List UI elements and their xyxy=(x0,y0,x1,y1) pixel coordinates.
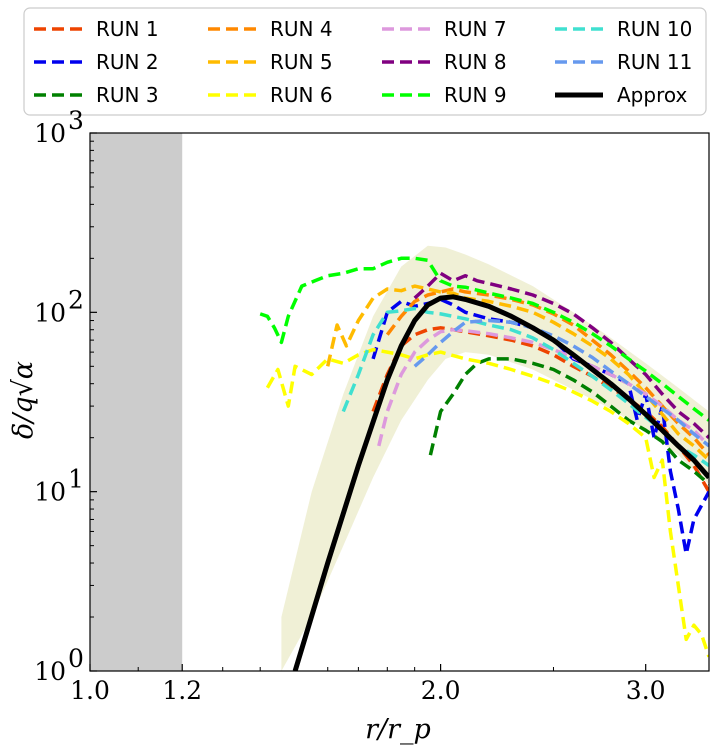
x-tick-label: 3.0 xyxy=(626,676,666,705)
legend-label-run-5: RUN 5 xyxy=(270,50,333,74)
legend: RUN 1 RUN 2 RUN 3 RUN 4 RUN 5 RUN 6 RUN 7 RUN 8… xyxy=(23,7,707,116)
x-tick-label: 1.0 xyxy=(70,676,110,705)
y-axis-label: δ/q√α xyxy=(8,361,39,439)
legend-label-run-1: RUN 1 xyxy=(96,17,159,41)
y-tick-label: 10 xyxy=(34,119,66,148)
x-axis-label: r/r_p xyxy=(365,714,431,745)
series-line-run-6 xyxy=(265,347,709,658)
plot-area xyxy=(90,133,709,671)
y-tick-exponent: 1 xyxy=(68,465,84,494)
legend-label-run-9: RUN 9 xyxy=(444,83,507,107)
legend-label-run-7: RUN 7 xyxy=(444,17,507,41)
series-line-run-8 xyxy=(413,271,709,439)
series-line-run-7 xyxy=(377,327,709,448)
plot-frame xyxy=(89,132,710,672)
legend-label-run-4: RUN 4 xyxy=(270,17,333,41)
legend-label-run-6: RUN 6 xyxy=(270,83,333,107)
shaded-region xyxy=(90,133,183,671)
y-tick-exponent: 2 xyxy=(68,285,84,314)
series-line-run-5 xyxy=(325,284,709,462)
y-tick-exponent: 0 xyxy=(68,644,84,673)
x-tick-label: 1.2 xyxy=(162,676,202,705)
x-tick-label: 2.0 xyxy=(421,676,461,705)
y-tick-exponent: 3 xyxy=(68,106,84,135)
legend-label-run-3: RUN 3 xyxy=(96,83,159,107)
legend-label-run-10: RUN 10 xyxy=(617,17,692,41)
legend-label-run-2: RUN 2 xyxy=(96,50,159,74)
y-tick-label: 10 xyxy=(34,657,66,686)
legend-box xyxy=(23,7,707,116)
legend-label-approx: Approx xyxy=(617,83,687,107)
y-tick-label: 10 xyxy=(34,478,66,507)
series-line-approx xyxy=(292,294,709,671)
legend-label-run-11: RUN 11 xyxy=(617,50,692,74)
series-line-run-11 xyxy=(413,318,709,448)
legend-label-run-8: RUN 8 xyxy=(444,50,507,74)
y-tick-label: 10 xyxy=(34,298,66,327)
series-line-run-1 xyxy=(371,326,709,493)
series-line-run-9 xyxy=(259,256,709,422)
